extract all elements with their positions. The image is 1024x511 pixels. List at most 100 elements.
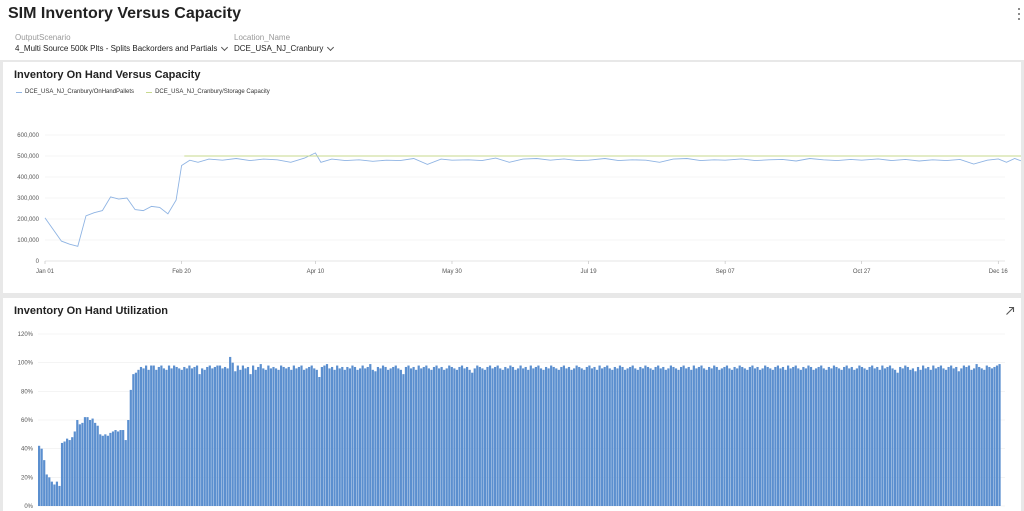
utilization-bar [639, 366, 642, 506]
utilization-bar [40, 448, 43, 506]
utilization-bar [758, 369, 762, 506]
utilization-bar [702, 368, 706, 506]
expand-arrow-icon[interactable] [1005, 306, 1015, 316]
utilization-bar [616, 368, 619, 506]
utilization-bar [909, 369, 912, 506]
utilization-bar [812, 369, 815, 506]
chevron-down-icon[interactable] [327, 43, 335, 51]
utilization-bar [967, 365, 971, 506]
utilization-bar [575, 365, 578, 506]
utilization-bar [781, 366, 785, 506]
utilization-bar [519, 365, 522, 506]
utilization-bar [193, 366, 196, 506]
utilization-bar [685, 368, 688, 506]
utilization-bar [101, 435, 104, 506]
utilization-bar [83, 417, 87, 506]
utilization-bar [285, 368, 288, 506]
utilization-bar [952, 368, 955, 506]
utilization-bar [310, 365, 313, 506]
utilization-bar [522, 368, 525, 506]
utilization-bar [511, 366, 515, 506]
utilization-bar [170, 368, 173, 506]
y-tick-label: 40% [21, 447, 34, 453]
utilization-bar [50, 481, 53, 506]
utilization-bar [631, 365, 634, 506]
filter-output-scenario[interactable]: OutputScenario 4_Multi Source 500k Plts … [15, 33, 229, 54]
utilization-bar [269, 368, 273, 506]
utilization-bar [145, 365, 148, 506]
utilization-bar [700, 365, 703, 506]
utilization-bar [570, 369, 573, 506]
chevron-down-icon[interactable] [221, 43, 229, 51]
utilization-bar [167, 365, 171, 506]
utilization-bar [387, 369, 390, 506]
utilization-bar [404, 366, 408, 506]
utilization-bar [623, 369, 627, 506]
x-tick-label: Dec 16 [989, 269, 1009, 275]
utilization-bar [488, 365, 492, 506]
legend-item-capacity[interactable]: DCE_USA_NJ_Cranbury/Storage Capacity [146, 89, 270, 95]
utilization-bar [308, 366, 311, 506]
utilization-bar [43, 460, 46, 506]
utilization-bar [527, 369, 530, 506]
utilization-bar [603, 366, 606, 506]
y-tick-label: 100,000 [17, 238, 39, 244]
utilization-bar [185, 368, 188, 506]
utilization-bar [799, 369, 802, 506]
utilization-bar [142, 368, 145, 506]
utilization-bar [911, 368, 915, 506]
utilization-bar [86, 417, 89, 506]
utilization-bar [550, 365, 553, 506]
x-tick-label: Jul 19 [581, 269, 598, 275]
utilization-bar [68, 440, 71, 506]
utilization-bar [784, 369, 787, 506]
utilization-bar [837, 368, 841, 506]
utilization-bar [359, 368, 362, 506]
utilization-bar [468, 369, 471, 506]
y-tick-label: 500,000 [17, 154, 39, 160]
utilization-bar [927, 366, 930, 506]
utilization-bar [634, 368, 637, 506]
utilization-bar [990, 368, 994, 506]
utilization-bar [916, 366, 920, 506]
utilization-bar [297, 366, 301, 506]
utilization-bar [336, 365, 339, 506]
utilization-bar [542, 369, 545, 506]
utilization-bar [822, 368, 825, 506]
filter-value[interactable]: DCE_USA_NJ_Cranbury [234, 43, 335, 54]
utilization-bar [613, 366, 616, 506]
utilization-bar [323, 365, 326, 506]
y-tick-label: 100% [18, 361, 34, 367]
utilization-bar [38, 445, 41, 506]
more-vertical-icon[interactable] [1016, 8, 1022, 20]
utilization-bar [476, 365, 479, 506]
utilization-bar [878, 369, 881, 506]
utilization-bar [626, 368, 629, 506]
utilization-bar [216, 365, 219, 506]
utilization-bar [440, 366, 443, 506]
utilization-bar [506, 368, 509, 506]
utilization-bar [66, 438, 69, 506]
utilization-bar [766, 366, 769, 506]
legend-item-onhand[interactable]: DCE_USA_NJ_Cranbury/OnHandPallets [16, 89, 134, 95]
utilization-bar [152, 365, 155, 506]
utilization-bar [397, 368, 400, 506]
utilization-bar [830, 368, 833, 506]
bar-chart: 0% 20% 40% 60% 80% 100% 120% [18, 332, 1005, 510]
utilization-bar [313, 368, 316, 506]
utilization-bar [578, 366, 581, 506]
utilization-bar [160, 365, 163, 506]
utilization-bar [282, 366, 285, 506]
utilization-bar [137, 369, 140, 506]
utilization-bar [320, 366, 323, 506]
filter-location-name[interactable]: Location_Name DCE_USA_NJ_Cranbury [234, 33, 335, 54]
utilization-bar [150, 365, 153, 506]
utilization-bar [891, 368, 894, 506]
dashboard-header: SIM Inventory Versus Capacity OutputScen… [0, 0, 1024, 60]
filter-value[interactable]: 4_Multi Source 500k Plts - Splits Backor… [15, 43, 229, 54]
utilization-bar [96, 425, 99, 506]
utilization-bar [636, 369, 639, 506]
utilization-bar [175, 366, 178, 506]
utilization-bar [608, 368, 611, 506]
utilization-bar [975, 364, 978, 506]
